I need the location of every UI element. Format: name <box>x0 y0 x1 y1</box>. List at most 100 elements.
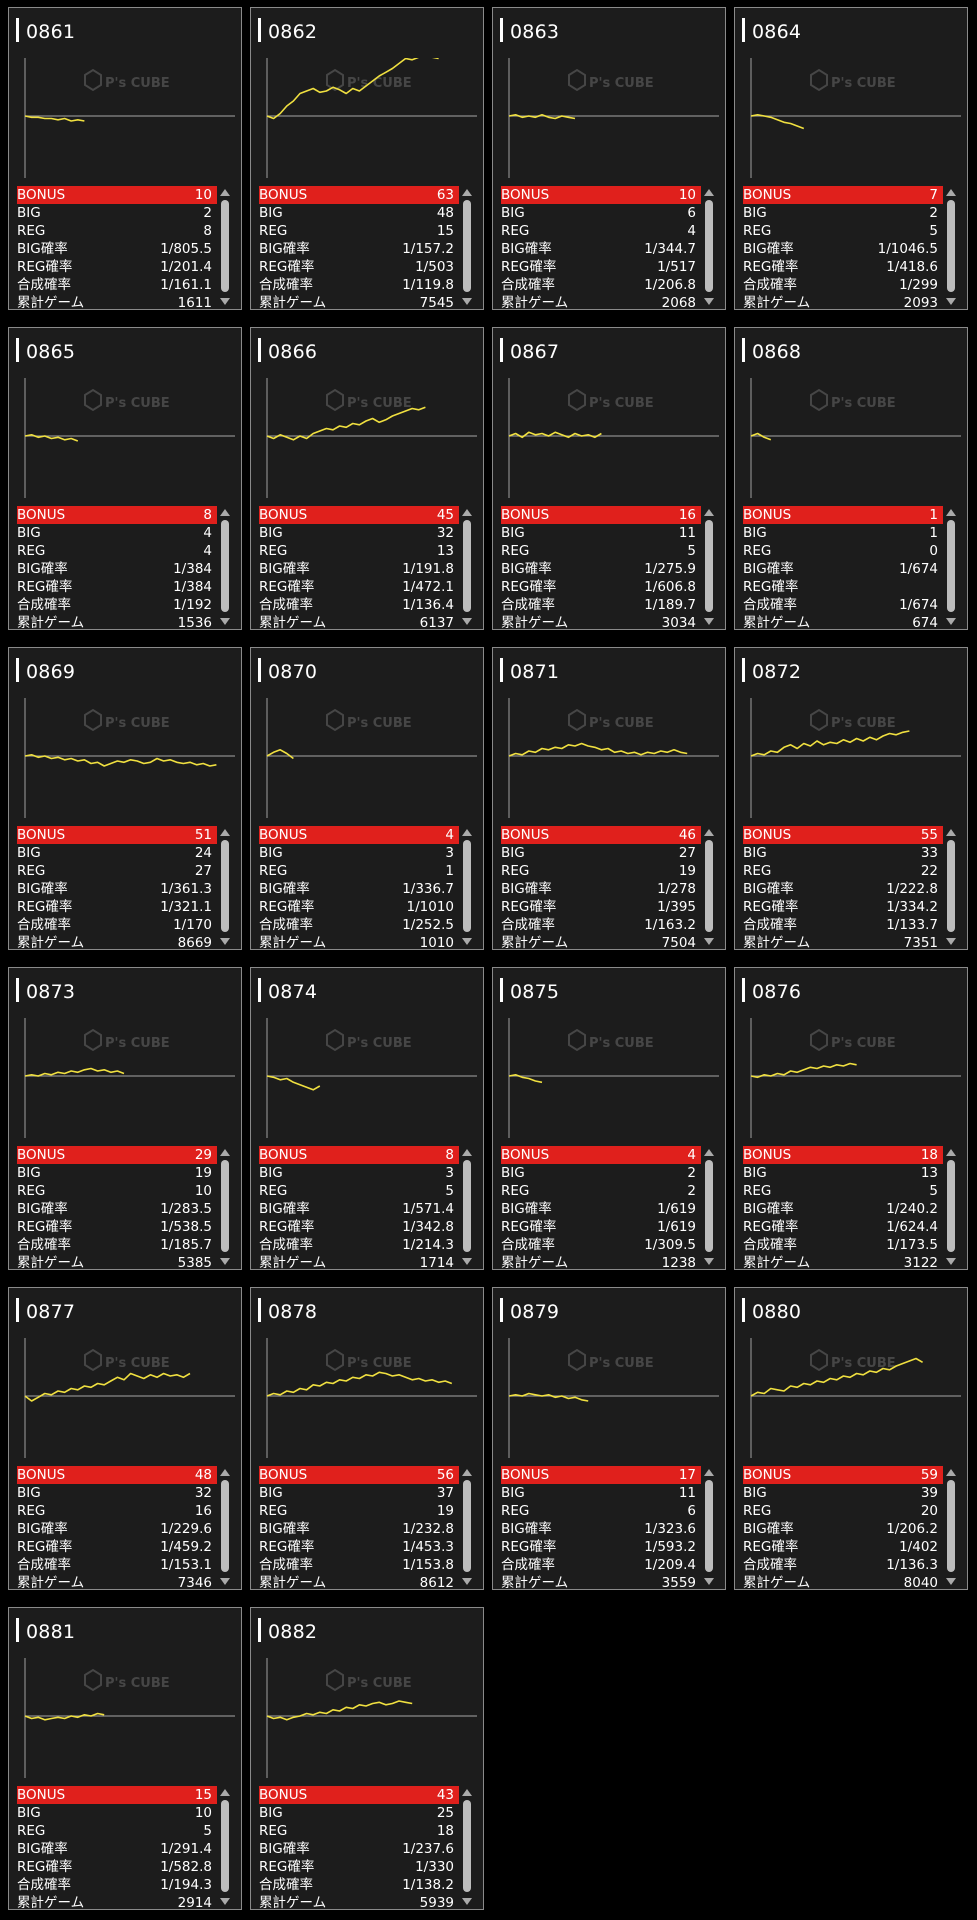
scroll-down-arrow-icon[interactable] <box>704 618 714 625</box>
scroll-thumb[interactable] <box>705 1480 713 1572</box>
stats-scrollbar[interactable] <box>218 826 232 948</box>
scroll-down-arrow-icon[interactable] <box>462 938 472 945</box>
scroll-down-arrow-icon[interactable] <box>704 1258 714 1265</box>
stats-scrollbar[interactable] <box>702 186 716 308</box>
stats-scrollbar[interactable] <box>218 186 232 308</box>
machine-card[interactable]: 0865 P's CUBE BONUS 8 BIG 4 REG 4 BIG確率 1/384 REG確… <box>8 327 242 630</box>
scroll-down-arrow-icon[interactable] <box>462 618 472 625</box>
machine-card[interactable]: 0878 P's CUBE BONUS 56 BIG 37 REG 19 BIG確率 1/232.… <box>250 1287 484 1590</box>
stats-scrollbar[interactable] <box>460 186 474 308</box>
scroll-up-arrow-icon[interactable] <box>462 1149 472 1156</box>
scroll-up-arrow-icon[interactable] <box>220 1469 230 1476</box>
machine-card[interactable]: 0869 P's CUBE BONUS 51 BIG 24 REG 27 BIG確率 1/361.… <box>8 647 242 950</box>
scroll-thumb[interactable] <box>221 520 229 612</box>
machine-card[interactable]: 0877 P's CUBE BONUS 48 BIG 32 REG 16 BIG確率 1/229.… <box>8 1287 242 1590</box>
scroll-down-arrow-icon[interactable] <box>946 618 956 625</box>
scroll-up-arrow-icon[interactable] <box>220 829 230 836</box>
stats-scrollbar[interactable] <box>944 826 958 948</box>
scroll-up-arrow-icon[interactable] <box>946 509 956 516</box>
scroll-up-arrow-icon[interactable] <box>462 189 472 196</box>
scroll-down-arrow-icon[interactable] <box>704 1578 714 1585</box>
machine-card[interactable]: 0876 P's CUBE BONUS 18 BIG 13 REG 5 BIG確率 1/240.2… <box>734 967 968 1270</box>
stats-scrollbar[interactable] <box>460 1146 474 1268</box>
scroll-down-arrow-icon[interactable] <box>946 1578 956 1585</box>
stats-scrollbar[interactable] <box>702 1466 716 1588</box>
stats-scrollbar[interactable] <box>944 506 958 628</box>
scroll-down-arrow-icon[interactable] <box>946 1258 956 1265</box>
scroll-up-arrow-icon[interactable] <box>220 1149 230 1156</box>
scroll-down-arrow-icon[interactable] <box>220 298 230 305</box>
scroll-down-arrow-icon[interactable] <box>220 938 230 945</box>
scroll-up-arrow-icon[interactable] <box>946 829 956 836</box>
scroll-thumb[interactable] <box>947 1480 955 1572</box>
scroll-thumb[interactable] <box>463 1800 471 1892</box>
scroll-down-arrow-icon[interactable] <box>220 1578 230 1585</box>
machine-card[interactable]: 0880 P's CUBE BONUS 59 BIG 39 REG 20 BIG確率 1/206.… <box>734 1287 968 1590</box>
scroll-thumb[interactable] <box>221 1480 229 1572</box>
scroll-down-arrow-icon[interactable] <box>946 938 956 945</box>
stats-scrollbar[interactable] <box>944 1146 958 1268</box>
stats-scrollbar[interactable] <box>944 186 958 308</box>
scroll-down-arrow-icon[interactable] <box>946 298 956 305</box>
stats-scrollbar[interactable] <box>218 506 232 628</box>
scroll-up-arrow-icon[interactable] <box>462 829 472 836</box>
machine-card[interactable]: 0872 P's CUBE BONUS 55 BIG 33 REG 22 BIG確率 1/222.… <box>734 647 968 950</box>
scroll-up-arrow-icon[interactable] <box>220 1789 230 1796</box>
scroll-up-arrow-icon[interactable] <box>704 1469 714 1476</box>
stats-scrollbar[interactable] <box>460 1786 474 1908</box>
machine-card[interactable]: 0873 P's CUBE BONUS 29 BIG 19 REG 10 BIG確率 1/283.… <box>8 967 242 1270</box>
machine-card[interactable]: 0870 P's CUBE BONUS 4 BIG 3 REG 1 BIG確率 1/336.7 RE… <box>250 647 484 950</box>
scroll-thumb[interactable] <box>221 1160 229 1252</box>
scroll-thumb[interactable] <box>947 520 955 612</box>
scroll-thumb[interactable] <box>947 840 955 932</box>
scroll-thumb[interactable] <box>463 1160 471 1252</box>
stats-scrollbar[interactable] <box>702 826 716 948</box>
scroll-thumb[interactable] <box>221 1800 229 1892</box>
scroll-thumb[interactable] <box>705 200 713 292</box>
stats-scrollbar[interactable] <box>218 1786 232 1908</box>
scroll-thumb[interactable] <box>463 520 471 612</box>
machine-card[interactable]: 0871 P's CUBE BONUS 46 BIG 27 REG 19 BIG確率 1/278 R… <box>492 647 726 950</box>
scroll-thumb[interactable] <box>705 840 713 932</box>
machine-card[interactable]: 0868 P's CUBE BONUS 1 BIG 1 REG 0 BIG確率 1/674 REG確… <box>734 327 968 630</box>
machine-card[interactable]: 0866 P's CUBE BONUS 45 BIG 32 REG 13 BIG確率 1/191.… <box>250 327 484 630</box>
machine-card[interactable]: 0863 P's CUBE BONUS 10 BIG 6 REG 4 BIG確率 1/344.7 R… <box>492 7 726 310</box>
scroll-down-arrow-icon[interactable] <box>704 298 714 305</box>
scroll-up-arrow-icon[interactable] <box>220 509 230 516</box>
machine-card[interactable]: 0882 P's CUBE BONUS 43 BIG 25 REG 18 BIG確率 1/237.… <box>250 1607 484 1910</box>
scroll-up-arrow-icon[interactable] <box>946 1149 956 1156</box>
stats-scrollbar[interactable] <box>460 826 474 948</box>
scroll-up-arrow-icon[interactable] <box>220 189 230 196</box>
scroll-up-arrow-icon[interactable] <box>704 1149 714 1156</box>
machine-card[interactable]: 0875 P's CUBE BONUS 4 BIG 2 REG 2 BIG確率 1/619 REG確… <box>492 967 726 1270</box>
machine-card[interactable]: 0864 P's CUBE BONUS 7 BIG 2 REG 5 BIG確率 1/1046.5 R… <box>734 7 968 310</box>
scroll-down-arrow-icon[interactable] <box>220 1898 230 1905</box>
stats-scrollbar[interactable] <box>460 1466 474 1588</box>
scroll-up-arrow-icon[interactable] <box>704 509 714 516</box>
machine-card[interactable]: 0879 P's CUBE BONUS 17 BIG 11 REG 6 BIG確率 1/323.6… <box>492 1287 726 1590</box>
scroll-thumb[interactable] <box>947 200 955 292</box>
machine-card[interactable]: 0862 P's CUBE BONUS 63 BIG 48 REG 15 BIG確率 1/157.… <box>250 7 484 310</box>
stats-scrollbar[interactable] <box>702 506 716 628</box>
stats-scrollbar[interactable] <box>460 506 474 628</box>
stats-scrollbar[interactable] <box>218 1146 232 1268</box>
machine-card[interactable]: 0861 P's CUBE BONUS 10 BIG 2 REG 8 BIG確率 1/805.5 R… <box>8 7 242 310</box>
scroll-thumb[interactable] <box>705 520 713 612</box>
scroll-down-arrow-icon[interactable] <box>462 1258 472 1265</box>
scroll-down-arrow-icon[interactable] <box>704 938 714 945</box>
scroll-up-arrow-icon[interactable] <box>462 1469 472 1476</box>
scroll-up-arrow-icon[interactable] <box>704 829 714 836</box>
scroll-up-arrow-icon[interactable] <box>946 1469 956 1476</box>
scroll-down-arrow-icon[interactable] <box>220 1258 230 1265</box>
machine-card[interactable]: 0867 P's CUBE BONUS 16 BIG 11 REG 5 BIG確率 1/275.9… <box>492 327 726 630</box>
stats-scrollbar[interactable] <box>944 1466 958 1588</box>
scroll-up-arrow-icon[interactable] <box>462 1789 472 1796</box>
stats-scrollbar[interactable] <box>218 1466 232 1588</box>
machine-card[interactable]: 0881 P's CUBE BONUS 15 BIG 10 REG 5 BIG確率 1/291.4… <box>8 1607 242 1910</box>
scroll-thumb[interactable] <box>463 200 471 292</box>
scroll-thumb[interactable] <box>221 200 229 292</box>
scroll-up-arrow-icon[interactable] <box>704 189 714 196</box>
scroll-thumb[interactable] <box>463 1480 471 1572</box>
scroll-down-arrow-icon[interactable] <box>462 298 472 305</box>
machine-card[interactable]: 0874 P's CUBE BONUS 8 BIG 3 REG 5 BIG確率 1/571.4 RE… <box>250 967 484 1270</box>
